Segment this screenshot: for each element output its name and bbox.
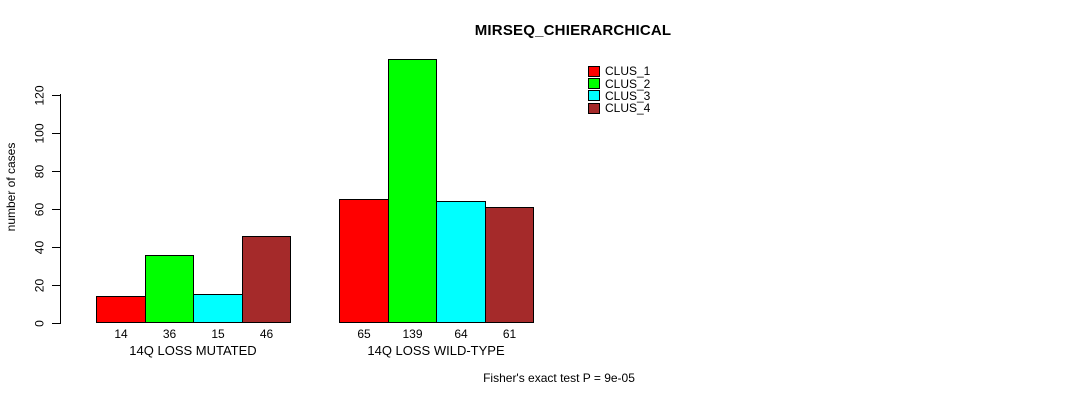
legend-label: CLUS_4	[605, 101, 651, 116]
bar	[242, 236, 291, 323]
bar	[96, 296, 146, 323]
stat-annotation: Fisher's exact test P = 9e-05	[483, 371, 635, 385]
bar-value-label: 61	[502, 327, 517, 341]
bar-value-label: 65	[357, 327, 371, 341]
legend-item: CLUS_4	[588, 102, 650, 114]
bar	[485, 207, 534, 323]
bar	[145, 255, 194, 323]
bar-value-label: 139	[402, 327, 423, 341]
legend: CLUS_1 CLUS_2 CLUS_3 CLUS_4	[588, 65, 650, 115]
y-axis-label: number of cases	[4, 142, 18, 232]
legend-swatch	[588, 78, 600, 90]
bar	[436, 201, 486, 323]
bar-value-label: 64	[454, 327, 468, 341]
y-tick	[52, 95, 60, 96]
bar	[388, 59, 437, 323]
bar-value-label: 46	[259, 327, 274, 341]
y-tick-label: 100	[32, 123, 47, 144]
y-tick	[52, 285, 60, 286]
legend-swatch	[588, 90, 600, 102]
y-tick	[52, 323, 60, 324]
y-tick-label: 40	[32, 240, 47, 255]
legend-swatch	[588, 65, 600, 77]
y-tick	[52, 171, 60, 172]
legend-item: CLUS_3	[588, 90, 650, 102]
y-tick-label: 20	[32, 278, 47, 293]
group-label: 14Q LOSS WILD-TYPE	[367, 343, 505, 358]
chart-title: MIRSEQ_CHIERARCHICAL	[474, 22, 672, 39]
legend-item: CLUS_2	[588, 76, 651, 91]
bar-value-label: 36	[162, 327, 177, 341]
y-tick-label: 0	[32, 320, 47, 327]
legend-label: CLUS_3	[605, 88, 651, 103]
legend-label: CLUS_1	[605, 64, 651, 79]
y-tick	[52, 133, 60, 134]
y-tick	[52, 247, 60, 248]
y-axis-line	[60, 94, 61, 324]
bar	[193, 294, 243, 323]
y-tick-label: 80	[32, 164, 47, 179]
bar	[339, 199, 389, 323]
legend-swatch	[588, 102, 600, 114]
y-tick-label: 60	[32, 202, 47, 217]
bar-value-label: 14	[114, 327, 128, 341]
y-tick	[52, 209, 60, 210]
y-tick-label: 120	[32, 85, 47, 106]
bar-value-label: 15	[211, 327, 225, 341]
group-label: 14Q LOSS MUTATED	[129, 343, 257, 358]
legend-item: CLUS_1	[588, 65, 650, 77]
legend-label: CLUS_2	[605, 76, 651, 91]
